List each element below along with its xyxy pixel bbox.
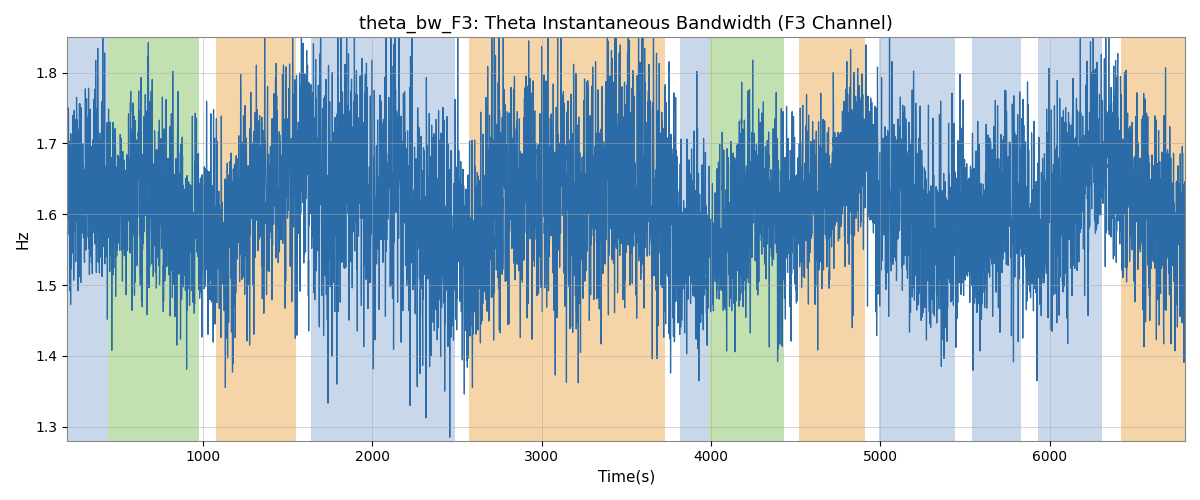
Bar [108,38,199,440]
Y-axis label: Hz: Hz [16,230,30,249]
X-axis label: Time(s): Time(s) [598,470,655,485]
Bar [1121,38,1186,440]
Bar [799,38,865,440]
Bar [878,38,955,440]
Bar [1038,38,1102,440]
Bar [709,38,784,440]
Bar [680,38,709,440]
Bar [469,38,564,440]
Bar [216,38,296,440]
Bar [972,38,1021,440]
Bar [564,38,665,440]
Bar [67,38,108,440]
Bar [311,38,455,440]
Title: theta_bw_F3: Theta Instantaneous Bandwidth (F3 Channel): theta_bw_F3: Theta Instantaneous Bandwid… [359,15,893,34]
